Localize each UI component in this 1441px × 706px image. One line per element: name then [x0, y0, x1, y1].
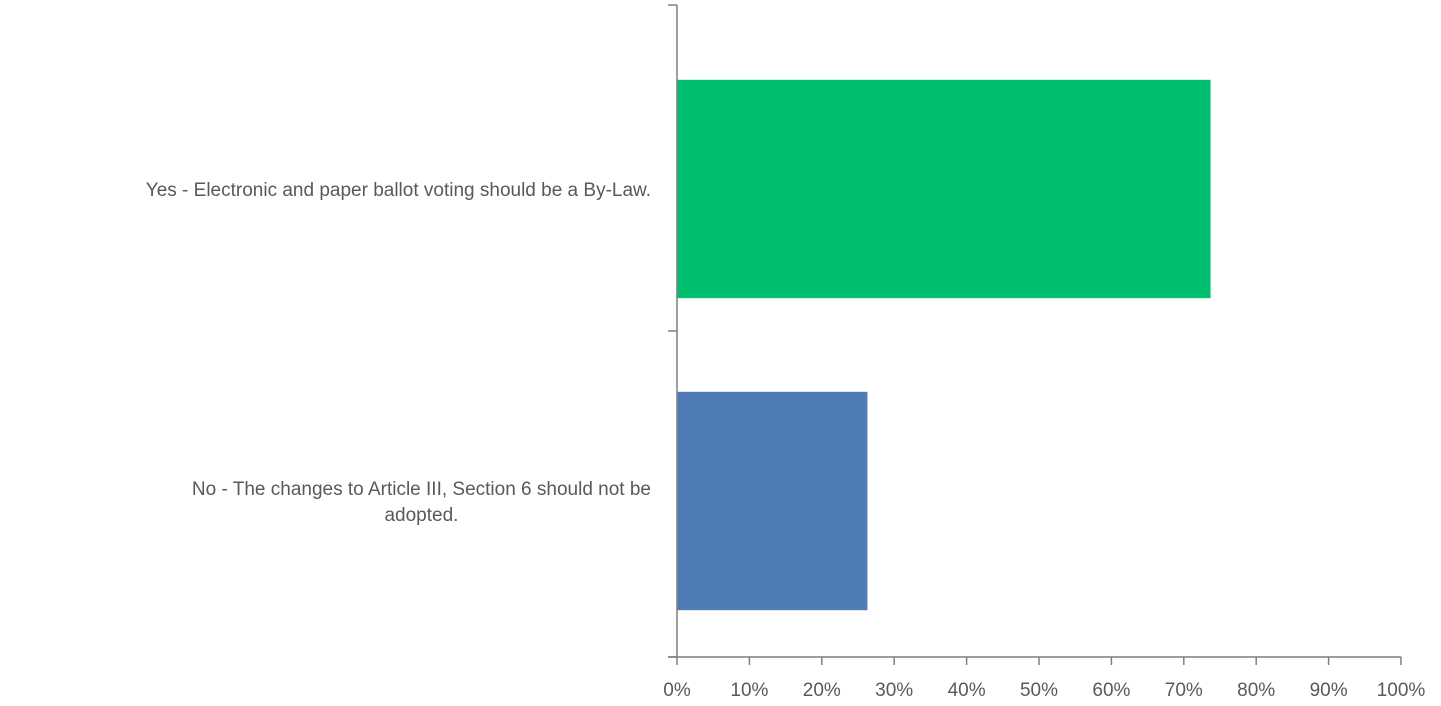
tick-labels-group: 0% 10% 20% 30% 40% 50% 60% 70% 80% 90% 100% [663, 680, 1425, 701]
x-tick-label: 30% [875, 680, 913, 701]
bars-group [677, 79, 1211, 611]
x-tick-label: 20% [803, 680, 841, 701]
x-tick-label: 80% [1237, 680, 1275, 701]
category-label-line: Yes - Electronic and paper ballot voting… [146, 180, 651, 201]
x-tick-label: 90% [1310, 680, 1348, 701]
axes-group [668, 4, 1402, 665]
x-tick-label: 10% [730, 680, 768, 701]
bar-2 [677, 391, 868, 611]
category-label-2: No - The changes to Article III, Section… [192, 479, 651, 526]
x-tick-label: 50% [1020, 680, 1058, 701]
x-tick-label: 0% [663, 680, 691, 701]
bar-1 [677, 79, 1211, 299]
x-tick-label: 40% [948, 680, 986, 701]
category-label-line: No - The changes to Article III, Section… [192, 479, 651, 500]
x-tick-label: 60% [1092, 680, 1130, 701]
category-label-1: Yes - Electronic and paper ballot voting… [146, 180, 651, 201]
x-tick-label: 100% [1377, 680, 1426, 701]
category-label-line: adopted. [384, 505, 458, 526]
x-tick-label: 70% [1165, 680, 1203, 701]
category-labels-group: Yes - Electronic and paper ballot voting… [146, 180, 651, 526]
